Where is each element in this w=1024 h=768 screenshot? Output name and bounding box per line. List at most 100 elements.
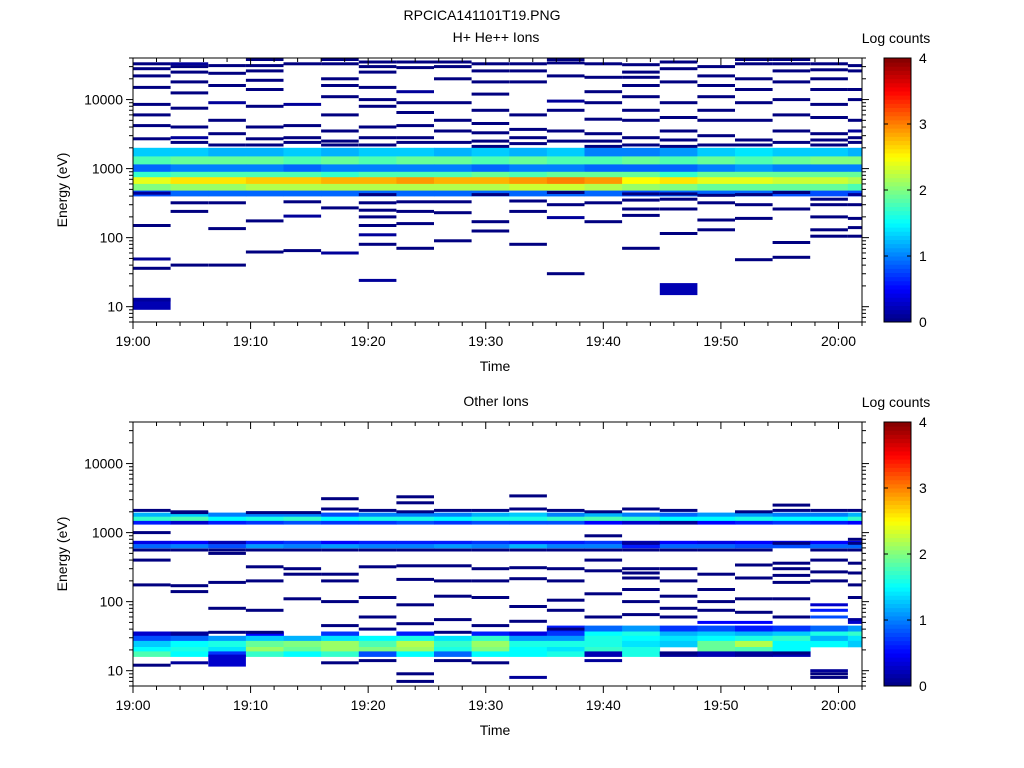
heatmap-cell	[170, 584, 209, 588]
heatmap-cell	[810, 548, 848, 552]
colorbar-segment	[884, 446, 911, 452]
heatmap-cell	[697, 600, 735, 604]
x-tick-label: 19:40	[586, 333, 621, 349]
heatmap-cell	[245, 651, 284, 657]
heatmap-cell	[245, 147, 284, 157]
heatmap-cell	[208, 548, 246, 552]
heatmap-cell	[584, 544, 623, 549]
heatmap-cell	[208, 651, 247, 657]
heatmap-cell	[584, 659, 623, 663]
heatmap-cell	[283, 572, 322, 576]
heatmap-cell	[396, 501, 434, 505]
axis-ticks: 19:00 19:10 19:20 19:30 19:40 19:50 20:00 10 100…	[84, 421, 869, 713]
heatmap-cell	[735, 177, 773, 185]
y-axis-label: Energy (eV)	[54, 517, 70, 592]
heatmap-cell	[622, 548, 660, 552]
heatmap-cell	[133, 113, 171, 117]
heatmap-cell	[772, 207, 811, 211]
heatmap-cell	[208, 640, 247, 648]
heatmap-cell	[321, 516, 360, 522]
colorbar-segment	[884, 70, 911, 76]
heatmap-cell	[735, 544, 773, 549]
heatmap-cell	[321, 84, 359, 87]
colorbar-tick-label: 1	[919, 248, 927, 264]
heatmap-cell	[697, 631, 736, 637]
heatmap-cell	[847, 548, 862, 552]
heatmap-cell	[546, 147, 585, 157]
heatmap-cell	[697, 640, 736, 648]
heatmap-cell	[810, 143, 848, 147]
heatmap-cell	[659, 640, 698, 648]
heatmap-cell	[847, 129, 862, 133]
heatmap-cell	[735, 631, 773, 637]
heatmap-cell	[509, 520, 548, 525]
heatmap-cell	[283, 540, 322, 545]
heatmap-cell	[847, 216, 862, 220]
colorbar-segment	[884, 82, 911, 88]
heatmap-cell	[584, 520, 623, 525]
heatmap-cell	[245, 171, 284, 178]
heatmap-cell	[208, 606, 246, 610]
heatmap-cell	[358, 512, 397, 517]
heatmap-cell	[245, 137, 284, 141]
colorbar-segment	[884, 665, 911, 671]
heatmap-cell	[396, 200, 434, 204]
heatmap-cell	[622, 651, 661, 657]
heatmap-cell	[208, 143, 246, 147]
heatmap-cell	[772, 156, 811, 165]
heatmap-cell	[434, 200, 472, 204]
heatmap-cell	[810, 147, 849, 157]
heatmap-cell	[358, 615, 397, 619]
heatmap-cell	[509, 544, 548, 549]
heatmap-cell	[396, 651, 435, 657]
colorbar-segment	[884, 235, 911, 241]
heatmap-cell	[245, 640, 284, 648]
colorbar-label: Log counts	[862, 394, 931, 410]
heatmap-cell	[358, 647, 397, 652]
heatmap-cell	[283, 62, 322, 66]
heatmap-cell	[847, 571, 862, 575]
heatmap-cell	[434, 579, 472, 583]
colorbar-segment	[884, 86, 911, 92]
heatmap-cell	[659, 625, 698, 632]
heatmap-cell	[622, 631, 661, 637]
heatmap-cell	[208, 520, 247, 525]
heatmap-cell	[735, 625, 773, 632]
heatmap-cells	[133, 494, 863, 683]
colorbar-segment	[884, 243, 911, 249]
heatmap-cell	[396, 111, 434, 114]
heatmap-cell	[396, 679, 434, 683]
heatmap-cell	[810, 672, 848, 676]
heatmap-cells	[133, 58, 863, 310]
heatmap-cell	[245, 69, 284, 73]
heatmap-cell	[697, 134, 735, 138]
colorbar-segment	[884, 111, 911, 117]
heatmap-cell	[659, 232, 698, 235]
heatmap-cell	[283, 140, 322, 144]
colorbar-segment	[884, 297, 911, 302]
heatmap-cell	[584, 516, 623, 522]
heatmap-cell	[735, 143, 773, 147]
colorbar-segment	[884, 317, 911, 323]
heatmap-cell	[170, 540, 209, 545]
heatmap-cell	[584, 647, 623, 652]
heatmap-cell	[697, 118, 735, 122]
heatmap-cell	[245, 64, 284, 68]
y-tick-label: 100	[100, 230, 124, 246]
colorbar-segment	[884, 463, 911, 468]
heatmap-cell	[208, 156, 247, 165]
heatmap-cell	[358, 104, 397, 108]
heatmap-cell	[584, 540, 623, 545]
colorbar-segment	[884, 422, 911, 427]
heatmap-cell	[810, 540, 849, 545]
heatmap-cell	[358, 544, 397, 549]
heatmap-cell	[321, 661, 359, 665]
heatmap-cell	[321, 206, 359, 210]
heatmap-cell	[847, 508, 862, 512]
heatmap-cell	[245, 183, 284, 191]
heatmap-cell	[546, 183, 585, 191]
heatmap-cell	[772, 597, 811, 601]
heatmap-cell	[546, 520, 585, 525]
heatmap-cell	[133, 631, 171, 637]
heatmap-cell	[772, 512, 811, 517]
